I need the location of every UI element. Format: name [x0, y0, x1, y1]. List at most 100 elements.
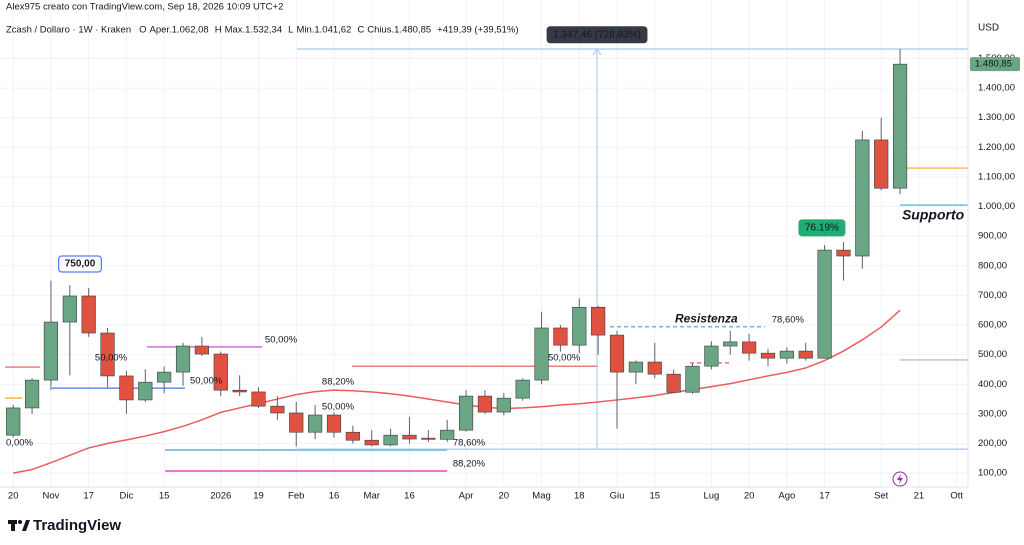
candle-body	[24, 379, 40, 409]
x-tick-label: Dic	[120, 491, 134, 502]
candle-body	[383, 434, 398, 446]
annotation-badge	[798, 219, 846, 237]
x-tick-label: Set	[874, 491, 889, 502]
candle-body	[119, 375, 134, 401]
candle-body	[779, 350, 794, 359]
credit: Alex975 creato con TradingView.com, Sep …	[6, 2, 283, 13]
x-tick-label: 16	[329, 491, 340, 502]
x-tick-label: Apr	[459, 491, 474, 502]
annotation: 76.19%	[805, 223, 839, 234]
annotation: 50,00%	[95, 352, 128, 363]
candle-body	[874, 139, 889, 189]
x-tick-label: 16	[404, 491, 415, 502]
candle-body	[270, 405, 285, 414]
candle-body	[289, 412, 304, 433]
candle-body	[62, 295, 77, 323]
candle-body	[704, 345, 719, 367]
candle-body	[6, 407, 21, 436]
candle-body	[43, 321, 59, 381]
logo: TradingView	[8, 517, 121, 534]
candle-body	[496, 397, 511, 413]
candle-body	[421, 437, 436, 440]
candle-body	[458, 395, 474, 431]
candle-body	[232, 389, 247, 393]
y-tick-label: 1.400,00	[978, 83, 1015, 94]
annotation-badge	[546, 26, 648, 44]
candle-body	[798, 350, 813, 359]
last-price-badge	[970, 57, 1020, 72]
y-tick-label: 800,00	[978, 260, 1007, 271]
candle-body	[760, 352, 776, 359]
x-tick-label: Mar	[364, 491, 380, 502]
candle-body	[534, 327, 549, 381]
candle-body	[251, 391, 266, 407]
y-tick-label: 1.200,00	[978, 142, 1015, 153]
candle-body	[440, 429, 455, 440]
legend-item: Chius.1.480,85	[367, 25, 431, 36]
brand: TradingView	[33, 517, 121, 534]
candle-body	[591, 306, 606, 336]
candle-body	[817, 249, 832, 359]
x-tick-label: 20	[8, 491, 19, 502]
candle-body	[609, 334, 625, 373]
candle-body	[515, 379, 530, 399]
x-tick-label: Mag	[532, 491, 550, 502]
x-tick-label: Feb	[288, 491, 304, 502]
annotation: 88,20%	[453, 459, 486, 470]
y-tick-label: 1.000,00	[978, 201, 1015, 212]
candle-body	[477, 395, 493, 413]
y-tick-label: 400,00	[978, 379, 1007, 390]
annotation: 0,00%	[6, 438, 33, 449]
candle-body	[666, 373, 681, 393]
x-tick-label: Ott	[950, 491, 963, 502]
y-tick-label: 100,00	[978, 468, 1007, 479]
x-tick-label: 15	[159, 491, 170, 502]
x-tick-label: 19	[253, 491, 264, 502]
annotation: 78,60%	[453, 438, 486, 449]
event-icon[interactable]	[892, 471, 908, 487]
annotation: Resistenza	[675, 311, 738, 325]
candle-body	[157, 371, 172, 383]
annotation: 88,20%	[322, 377, 355, 388]
legend-item: C	[357, 25, 364, 36]
candle-body	[742, 341, 757, 354]
y-tick-label: 600,00	[978, 320, 1007, 331]
x-tick-label: 15	[649, 491, 660, 502]
candle-body	[345, 431, 360, 441]
candle-body	[100, 332, 115, 377]
annotation: 50,00%	[265, 335, 298, 346]
y-tick-label: 700,00	[978, 290, 1007, 301]
candle-body	[364, 439, 379, 446]
candle-body	[138, 381, 153, 401]
x-tick-label: Lug	[703, 491, 719, 502]
plot	[5, 48, 968, 474]
x-tick-label: 2026	[210, 491, 231, 502]
legend-item: Zcash / Dollaro · 1W · Kraken	[6, 25, 131, 36]
candle-body	[723, 341, 738, 347]
x-tick-label: Giu	[610, 491, 625, 502]
axis-unit: USD	[978, 23, 999, 34]
logo-mark	[11, 520, 15, 531]
arrow-head	[592, 48, 602, 56]
x-tick-label: Ago	[778, 491, 795, 502]
candle-body	[836, 249, 851, 257]
candle-body	[553, 327, 568, 346]
y-tick-label: 900,00	[978, 231, 1007, 242]
candle-body	[572, 306, 587, 346]
x-tick-label: 20	[499, 491, 510, 502]
candle-body	[628, 361, 643, 373]
annotation: 50,00%	[548, 352, 581, 363]
annotation: 50,00%	[190, 375, 223, 386]
last-price-label: 1.480,85	[975, 59, 1012, 70]
candle-body	[175, 345, 191, 373]
annotation: 1.347,46 (728,83%)	[553, 29, 641, 40]
moving-average	[13, 309, 901, 474]
legend: Zcash / Dollaro · 1W · Kraken O Aper.1.062…	[6, 25, 519, 36]
x-tick-label: 21	[914, 491, 925, 502]
legend-item: H	[215, 25, 222, 36]
x-tick-label: 18	[574, 491, 585, 502]
x-tick-label: 17	[83, 491, 94, 502]
y-tick-label: 1.100,00	[978, 171, 1015, 182]
candle-body	[326, 414, 342, 433]
candle-body	[194, 345, 209, 355]
